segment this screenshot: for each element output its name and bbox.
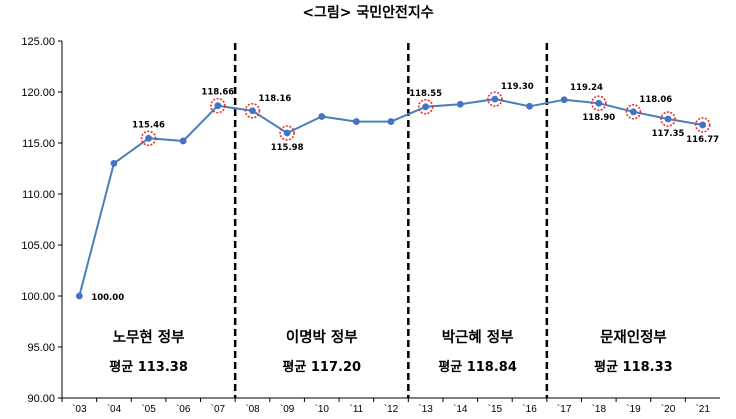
data-point	[664, 115, 672, 123]
data-label: 118.06	[639, 95, 672, 105]
x-tick-label: `08	[245, 403, 260, 415]
era-name: 박근혜 정부	[442, 328, 514, 346]
data-point	[526, 102, 533, 110]
data-label: 118.90	[582, 113, 615, 123]
y-tick-label: 125.00	[21, 36, 55, 48]
data-point	[214, 102, 222, 110]
x-tick-label: `06	[176, 403, 191, 415]
era-average: 평균 117.20	[282, 359, 361, 375]
data-label: 117.35	[652, 129, 685, 139]
y-tick-label: 100.00	[21, 291, 55, 303]
data-label: 100.00	[91, 293, 124, 303]
chart-title: <그림> 국민안전지수	[302, 4, 433, 21]
series-path	[78, 98, 703, 297]
highlight-ring	[487, 91, 503, 107]
data-label: 118.66	[201, 88, 234, 98]
data-label: 118.55	[409, 89, 442, 99]
x-tick-label: `03	[72, 403, 87, 415]
series-line	[75, 91, 711, 300]
x-tick-label: `09	[280, 403, 295, 415]
data-label: 116.77	[686, 135, 719, 145]
data-label: 118.16	[258, 94, 291, 104]
y-tick-label: 120.00	[21, 87, 55, 99]
data-point	[318, 113, 326, 120]
data-point	[179, 137, 187, 145]
data-point	[630, 108, 637, 116]
data-point	[249, 107, 256, 115]
highlight-ring	[210, 97, 226, 114]
y-tick-label: 115.00	[22, 138, 55, 150]
data-point	[422, 103, 430, 111]
highlight-ring	[625, 103, 642, 120]
era-name: 이명박 정부	[286, 328, 358, 346]
x-tick-label: `21	[695, 403, 710, 415]
data-point	[699, 121, 707, 129]
data-point	[145, 134, 152, 142]
x-tick-label: `18	[592, 403, 607, 415]
x-tick-label: `19	[626, 403, 641, 415]
era-name: 노무현 정부	[113, 328, 185, 346]
era-average: 평균 113.38	[109, 359, 188, 375]
data-point	[283, 129, 291, 137]
data-label: 115.46	[132, 120, 165, 130]
y-tick-label: 110.00	[22, 189, 55, 201]
highlight-ring	[279, 125, 295, 141]
data-point	[491, 95, 499, 103]
x-tick-label: `04	[107, 403, 122, 415]
data-label: 119.30	[501, 82, 534, 92]
data-point	[110, 160, 118, 167]
data-point	[595, 99, 603, 107]
data-label: 119.24	[570, 83, 603, 93]
era-name: 문재인정부	[600, 328, 667, 346]
y-tick-label: 90.00	[27, 393, 55, 405]
x-tick-label: `12	[384, 403, 399, 415]
highlight-ring	[417, 98, 434, 115]
x-tick-label: `17	[557, 403, 572, 415]
x-tick-label: `16	[522, 403, 537, 415]
highlight-ring	[244, 102, 261, 119]
data-point	[352, 118, 360, 125]
highlight-ring	[694, 117, 711, 133]
x-tick-label: `15	[488, 403, 503, 415]
data-point	[456, 100, 464, 108]
data-point	[387, 118, 395, 125]
x-tick-label: `11	[350, 403, 364, 415]
x-tick-label: `07	[211, 403, 226, 415]
era-average: 평균 118.33	[594, 359, 673, 375]
data-point	[75, 292, 83, 300]
x-tick-label: `10	[315, 403, 330, 415]
data-labels: 100.00 115.46 118.66 118.16 115.98 118.55 119.…	[91, 82, 719, 303]
highlight-ring	[660, 111, 676, 127]
x-tick-label: `13	[418, 403, 433, 415]
highlight-ring	[590, 95, 607, 112]
y-tick-label: 105.00	[21, 240, 55, 252]
era-average: 평균 118.84	[438, 359, 517, 375]
axes: 90.00 95.00 100.00 105.00 110.00 115.00 120.00…	[21, 36, 720, 415]
data-label: 115.98	[271, 143, 304, 153]
highlight-ring	[140, 130, 157, 147]
data-point	[560, 96, 568, 104]
x-tick-label: `20	[661, 403, 676, 415]
y-tick-label: 95.00	[27, 342, 55, 354]
x-tick-label: `05	[141, 403, 156, 415]
x-tick-label: `14	[453, 403, 468, 415]
